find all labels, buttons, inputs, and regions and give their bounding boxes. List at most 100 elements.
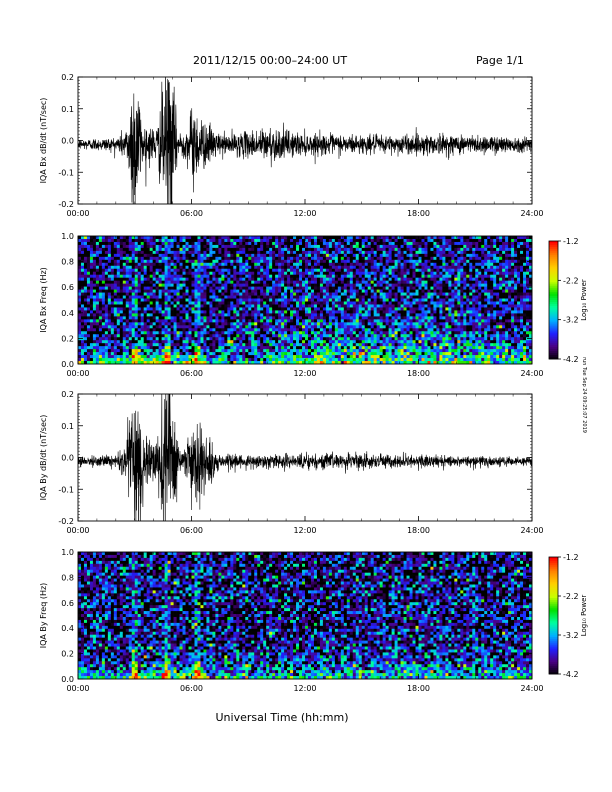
spectrogram-cell bbox=[343, 334, 348, 338]
spectrogram-cell bbox=[409, 310, 413, 314]
spectrogram-cell bbox=[385, 349, 389, 353]
spectrogram-cell bbox=[328, 256, 333, 261]
spectrogram-cell bbox=[182, 286, 186, 290]
spectrogram-cell bbox=[78, 236, 82, 240]
spectrogram-cell bbox=[379, 236, 384, 240]
spectrogram-cell bbox=[89, 236, 94, 240]
spectrogram-cell bbox=[239, 328, 243, 332]
spectrogram-cell bbox=[251, 328, 255, 332]
spectrogram-cell bbox=[293, 319, 297, 323]
spectrogram-cell bbox=[352, 256, 357, 261]
spectrogram-cell bbox=[340, 349, 345, 353]
spectrogram-cell bbox=[355, 325, 360, 329]
spectrogram-cell bbox=[334, 283, 339, 287]
spectrogram-cell bbox=[197, 340, 201, 344]
spectrogram-cell bbox=[158, 265, 162, 270]
spectrogram-cell bbox=[260, 325, 264, 329]
spectrogram-cell bbox=[293, 316, 297, 320]
spectrogram-cell bbox=[248, 292, 252, 296]
spectrogram-cell bbox=[122, 277, 127, 281]
spectrogram-cell bbox=[266, 316, 270, 320]
spectrogram-cell bbox=[101, 304, 106, 308]
spectrogram-cell bbox=[331, 277, 336, 281]
spectrogram-cell bbox=[206, 352, 210, 356]
spectrogram-cell bbox=[221, 298, 225, 302]
spectrogram-cell bbox=[161, 280, 165, 284]
spectrogram-cell bbox=[337, 325, 342, 329]
spectrogram-cell bbox=[128, 304, 133, 308]
spectrogram-cell bbox=[104, 241, 109, 246]
spectrogram-cell bbox=[137, 301, 142, 305]
spectrogram-cell bbox=[155, 316, 159, 320]
spectrogram-cell bbox=[110, 328, 115, 332]
spectrogram-cell bbox=[385, 256, 389, 261]
spectrogram-cell bbox=[287, 340, 291, 344]
spectrogram-cell bbox=[328, 310, 333, 314]
spectrogram-cell bbox=[137, 340, 142, 344]
spectrogram-cell bbox=[188, 247, 192, 252]
spectrogram-cell bbox=[152, 328, 157, 332]
spectrogram-cell bbox=[206, 241, 210, 246]
spectrogram-cell bbox=[391, 268, 395, 273]
spectrogram-cell bbox=[188, 244, 192, 249]
spectrogram-cell bbox=[78, 238, 82, 243]
spectrogram-cell bbox=[200, 274, 204, 279]
spectrogram-cell bbox=[167, 241, 171, 246]
spectrogram-cell bbox=[382, 352, 386, 356]
spectrogram-cell bbox=[146, 280, 151, 284]
spectrogram-cell bbox=[92, 322, 97, 326]
spectrogram-cell bbox=[98, 262, 103, 267]
spectrogram-cell bbox=[101, 346, 106, 350]
spectrogram-cell bbox=[92, 292, 97, 296]
spectrogram-cell bbox=[173, 361, 177, 365]
spectrogram-cell bbox=[161, 346, 165, 350]
spectrogram-cell bbox=[266, 307, 270, 311]
spectrogram-cell bbox=[409, 313, 413, 317]
spectrogram-cell bbox=[212, 343, 216, 347]
spectrogram-cell bbox=[185, 236, 189, 240]
spectrogram-cell bbox=[269, 349, 273, 353]
spectrogram-cell bbox=[206, 304, 210, 308]
spectrogram-cell bbox=[382, 349, 386, 353]
spectrogram-cell bbox=[328, 325, 333, 329]
spectrogram-cell bbox=[179, 301, 183, 305]
spectrogram-cell bbox=[215, 256, 219, 261]
spectrogram-cell bbox=[206, 331, 210, 335]
spectrogram-cell bbox=[131, 316, 136, 320]
spectrogram-cell bbox=[212, 313, 216, 317]
spectrogram-cell bbox=[221, 349, 225, 353]
spectrogram-cell bbox=[212, 352, 216, 356]
spectrogram-cell bbox=[101, 271, 106, 276]
spectrogram-cell bbox=[248, 241, 252, 246]
spectrogram-cell bbox=[80, 361, 85, 365]
spectrogram-cell bbox=[209, 262, 213, 267]
spectrogram-cell bbox=[305, 355, 309, 359]
spectrogram-cell bbox=[101, 244, 106, 249]
spectrogram-cell bbox=[403, 238, 407, 243]
spectrogram-cell bbox=[164, 334, 168, 338]
spectrogram-cell bbox=[400, 328, 404, 332]
spectrogram-cell bbox=[385, 337, 389, 341]
spectrogram-cell bbox=[107, 295, 112, 299]
spectrogram-cell bbox=[143, 355, 148, 359]
x-tick-label: 18:00 bbox=[407, 209, 430, 218]
spectrogram-cell bbox=[107, 358, 112, 362]
spectrogram-cell bbox=[182, 328, 186, 332]
spectrogram-cell bbox=[128, 277, 133, 281]
spectrogram-cell bbox=[116, 262, 121, 267]
spectrogram-cell bbox=[376, 274, 381, 279]
spectrogram-cell bbox=[191, 304, 195, 308]
spectrogram-cell bbox=[215, 349, 219, 353]
spectrogram-cell bbox=[334, 340, 339, 344]
spectrogram-cell bbox=[382, 247, 386, 252]
spectrogram-cell bbox=[397, 358, 401, 362]
spectrogram-cell bbox=[233, 346, 237, 350]
spectrogram-cell bbox=[263, 247, 267, 252]
spectrogram-cell bbox=[307, 292, 312, 296]
spectrogram-cell bbox=[236, 259, 240, 264]
spectrogram-cell bbox=[176, 334, 180, 338]
spectrogram-cell bbox=[125, 268, 130, 273]
spectrogram-cell bbox=[233, 337, 237, 341]
spectrogram-cell bbox=[86, 292, 91, 296]
spectrogram-cell bbox=[257, 289, 261, 293]
